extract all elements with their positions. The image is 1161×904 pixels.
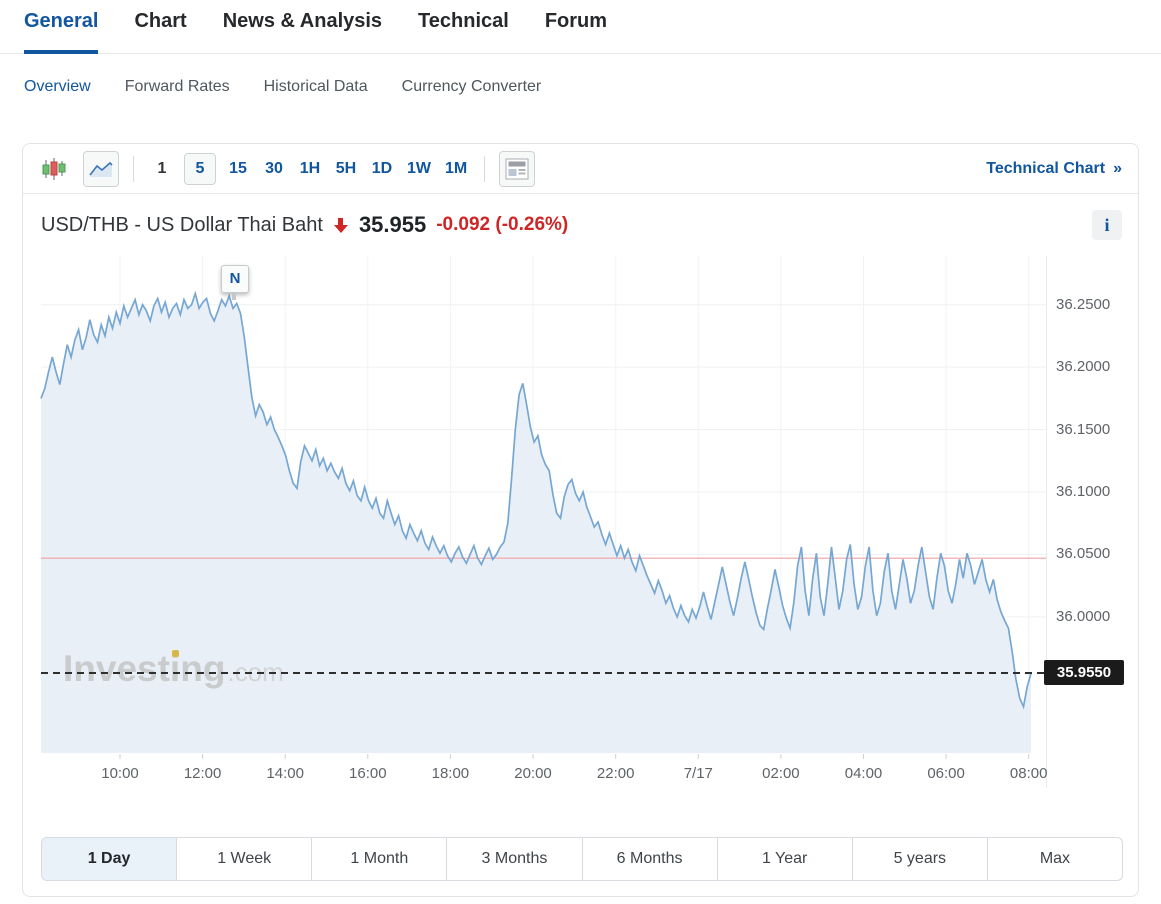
chart-canvas <box>40 256 1046 759</box>
technical-chart-link[interactable]: Technical Chart » <box>986 159 1122 177</box>
subnav-item-forward-rates[interactable]: Forward Rates <box>124 78 230 95</box>
chart-toolbar: 1 5 15 30 1H 5H 1D 1W 1M Technical Chart » <box>23 144 1138 194</box>
news-marker-label: N <box>229 270 241 288</box>
price-change: -0.092 (-0.26%) <box>436 214 568 236</box>
y-axis-label: 36.1000 <box>1056 483 1111 500</box>
x-axis-label: 04:00 <box>844 765 883 782</box>
range-1-week[interactable]: 1 Week <box>176 838 311 880</box>
x-axis: 10:00 12:00 14:00 16:00 18:00 20:00 22:00 7/17 0… <box>41 763 1049 787</box>
x-axis-label: 20:00 <box>514 765 552 782</box>
news-marker-flag[interactable]: N <box>221 264 250 300</box>
interval-group: 1 5 15 30 1H 5H 1D 1W 1M <box>148 152 470 185</box>
interval-1h[interactable]: 1H <box>299 159 321 177</box>
last-price-line <box>41 672 1046 675</box>
x-axis-label: 10:00 <box>101 765 139 782</box>
last-price-tag: 35.9550 <box>1044 660 1124 686</box>
price-down-arrow-icon <box>333 217 348 233</box>
tab-forum[interactable]: Forum <box>544 10 608 32</box>
interval-15[interactable]: 15 <box>229 159 247 177</box>
candlestick-chart-icon[interactable] <box>39 154 69 184</box>
range-1-day[interactable]: 1 Day <box>42 838 177 880</box>
info-icon[interactable]: i <box>1092 210 1122 240</box>
tab-general[interactable]: General <box>24 10 99 54</box>
y-axis-label: 36.2000 <box>1056 358 1111 376</box>
x-axis-label: 14:00 <box>266 765 304 782</box>
primary-tabs: General Chart News & Analysis Technical Foru… <box>0 0 1161 54</box>
quote-panel: 1 5 15 30 1H 5H 1D 1W 1M Technical Chart » USD/T… <box>22 143 1139 897</box>
interval-1d[interactable]: 1D <box>371 159 393 177</box>
change-value: -0.092 <box>436 214 491 235</box>
range-max[interactable]: Max <box>986 838 1122 880</box>
tab-chart[interactable]: Chart <box>134 10 187 32</box>
sub-nav: Overview Forward Rates Historical Data Curr… <box>0 54 1161 96</box>
change-percent: (-0.26%) <box>495 214 569 235</box>
x-axis-label: 02:00 <box>762 765 800 782</box>
interval-1[interactable]: 1 <box>157 159 167 177</box>
range-6-months[interactable]: 6 Months <box>581 838 717 880</box>
x-axis-label: 08:00 <box>1009 765 1048 782</box>
y-axis-separator <box>1046 256 1047 788</box>
news-icon[interactable] <box>499 150 536 187</box>
area-chart-icon[interactable] <box>83 150 119 187</box>
toolbar-divider <box>133 155 134 182</box>
news-marker-stem <box>232 291 237 300</box>
range-5-years[interactable]: 5 years <box>851 838 987 880</box>
range-selector: 1 Day 1 Week 1 Month 3 Months 6 Months 1 Year… <box>41 837 1123 881</box>
subnav-item-currency-converter[interactable]: Currency Converter <box>401 78 542 95</box>
subnav-item-overview[interactable]: Overview <box>24 78 91 95</box>
x-axis-label: 7/17 <box>683 765 713 782</box>
x-axis-label: 18:00 <box>431 765 470 782</box>
interval-5[interactable]: 5 <box>184 152 216 185</box>
y-axis-label: 36.1500 <box>1056 420 1111 438</box>
interval-5h[interactable]: 5H <box>335 159 357 177</box>
y-axis-label: 36.0000 <box>1056 607 1111 625</box>
chevron-right-icon: » <box>1113 159 1122 177</box>
interval-1w[interactable]: 1W <box>407 159 431 177</box>
x-axis-label: 12:00 <box>183 765 222 782</box>
y-axis-label: 36.2500 <box>1056 295 1111 313</box>
interval-30[interactable]: 30 <box>265 159 283 177</box>
y-axis-label: 36.0500 <box>1056 545 1111 563</box>
x-axis-label: 16:00 <box>349 765 387 782</box>
toolbar-divider <box>484 155 486 182</box>
last-price: 35.955 <box>358 212 427 237</box>
interval-1m[interactable]: 1M <box>445 159 468 177</box>
range-1-month[interactable]: 1 Month <box>311 838 446 880</box>
range-1-year[interactable]: 1 Year <box>716 838 852 880</box>
instrument-header: USD/THB - US Dollar Thai Baht 35.955 -0.… <box>23 194 1138 240</box>
tab-technical[interactable]: Technical <box>418 10 509 32</box>
price-chart[interactable]: Investing .com N <box>40 256 1046 759</box>
x-axis-label: 22:00 <box>596 765 635 782</box>
subnav-item-historical-data[interactable]: Historical Data <box>263 78 368 95</box>
x-axis-label: 06:00 <box>927 765 965 782</box>
instrument-title: USD/THB - US Dollar Thai Baht <box>41 213 323 236</box>
tab-news-analysis[interactable]: News & Analysis <box>222 10 383 32</box>
range-3-months[interactable]: 3 Months <box>446 838 581 880</box>
